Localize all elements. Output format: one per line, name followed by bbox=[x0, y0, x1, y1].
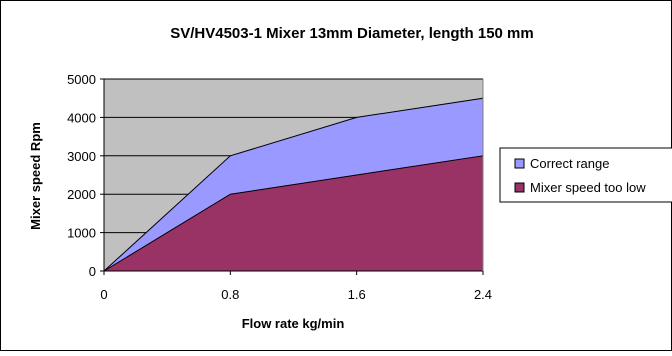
y-tick-label-2: 2000 bbox=[67, 187, 96, 202]
axes bbox=[100, 78, 484, 275]
x-tick-label-2: 1.6 bbox=[348, 287, 366, 302]
x-tick-label-3: 2.4 bbox=[474, 287, 492, 302]
y-tick-label-0: 0 bbox=[89, 264, 96, 279]
y-tick-label-4: 4000 bbox=[67, 110, 96, 125]
legend-swatch-correct-range bbox=[514, 158, 525, 169]
y-tick-label-3: 3000 bbox=[67, 149, 96, 164]
x-axis-title: Flow rate kg/min bbox=[242, 316, 345, 331]
x-tick-labels: 0 0.8 1.6 2.4 bbox=[100, 287, 492, 302]
legend-swatch-mixer-speed-too-low bbox=[514, 182, 525, 193]
legend-box bbox=[499, 147, 672, 203]
y-tick-labels: 0 1000 2000 3000 4000 5000 bbox=[67, 72, 96, 279]
x-tick-label-1: 0.8 bbox=[221, 287, 239, 302]
x-tick-label-0: 0 bbox=[100, 287, 107, 302]
y-axis-title: Mixer speed Rpm bbox=[28, 122, 43, 230]
series-areas bbox=[102, 97, 484, 272]
y-tick-label-5: 5000 bbox=[67, 72, 96, 87]
chart-title: SV/HV4503-1 Mixer 13mm Diameter, length … bbox=[170, 25, 534, 42]
legend: Correct range Mixer speed too low bbox=[499, 147, 672, 203]
legend-label-mixer-speed-too-low: Mixer speed too low bbox=[530, 180, 646, 195]
y-tick-label-1: 1000 bbox=[67, 226, 96, 241]
legend-label-correct-range: Correct range bbox=[530, 156, 609, 171]
